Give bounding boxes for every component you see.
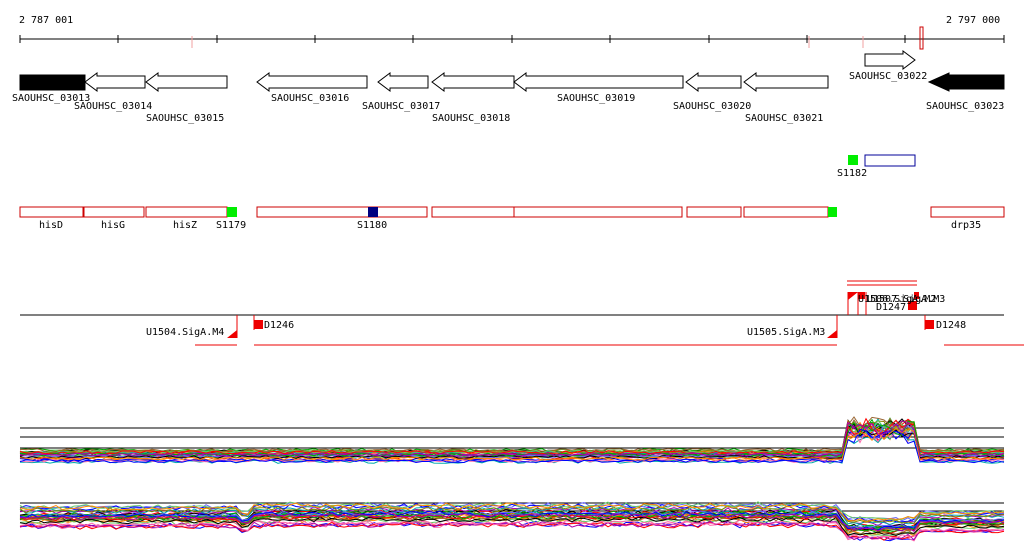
tss-label-u1505: U1505.SigA.M3 bbox=[747, 327, 825, 338]
gene-saouhsc-03021[interactable]: SAOUHSC_03021 bbox=[743, 72, 829, 124]
s1180-marker[interactable] bbox=[368, 207, 378, 217]
operon-box-hisg[interactable] bbox=[83, 206, 145, 218]
expression-trace bbox=[19, 502, 1005, 522]
gene-saouhsc-03015[interactable]: SAOUHSC_03015 bbox=[145, 72, 228, 124]
expression-lines-2 bbox=[19, 501, 1005, 542]
gene-label: SAOUHSC_03022 bbox=[849, 71, 927, 82]
gene-label: SAOUHSC_03016 bbox=[271, 93, 349, 104]
expression-trace bbox=[19, 428, 1005, 464]
gene-saouhsc-03018[interactable]: SAOUHSC_03018 bbox=[431, 72, 515, 124]
tss-arrow-u1506[interactable] bbox=[848, 292, 858, 300]
d1248-marker[interactable] bbox=[925, 320, 934, 329]
gene-label: SAOUHSC_03014 bbox=[74, 101, 152, 112]
tss-track: U1504.SigA.M4 D1246 U1505.SigA.M3 D1247 … bbox=[20, 280, 1024, 346]
tss-label-d1246: D1246 bbox=[264, 320, 294, 331]
ruler-end-label: 2 797 000 bbox=[946, 15, 1000, 26]
operon-label-drp35: drp35 bbox=[951, 220, 981, 231]
expression-trace bbox=[19, 520, 1005, 541]
operon-label-hisz: hisZ bbox=[173, 220, 197, 231]
upper-feature-track: S1182 bbox=[837, 154, 916, 179]
expression-trace bbox=[19, 417, 1005, 455]
d1246-marker[interactable] bbox=[254, 320, 263, 329]
gene-saouhsc-03016[interactable]: SAOUHSC_03016 bbox=[256, 72, 368, 104]
s1182-marker[interactable] bbox=[848, 155, 858, 165]
ruler-ticks bbox=[19, 35, 1005, 43]
tss-marker-small-2[interactable] bbox=[914, 292, 919, 299]
ruler-highlight bbox=[919, 26, 924, 50]
operon-box-drp35[interactable] bbox=[930, 206, 1005, 218]
tss-label-d1247: D1247 bbox=[876, 302, 906, 313]
expression-track-2 bbox=[19, 501, 1005, 542]
gene-track: SAOUHSC_03013 SAOUHSC_03014 SAOUHSC_0301… bbox=[12, 50, 1005, 124]
operon-box-4[interactable] bbox=[431, 206, 515, 218]
expression-trace bbox=[19, 428, 1005, 461]
d1247-marker[interactable] bbox=[908, 301, 917, 310]
expression-trace bbox=[19, 510, 1005, 531]
operon-box-7[interactable] bbox=[743, 206, 829, 218]
s1182-label: S1182 bbox=[837, 168, 867, 179]
coordinate-ruler: 2 787 001 2 797 000 bbox=[19, 15, 1005, 50]
s1179-marker[interactable] bbox=[227, 207, 237, 217]
tss-marker-small-1[interactable] bbox=[858, 292, 865, 299]
gene-label: SAOUHSC_03020 bbox=[673, 101, 751, 112]
operon-track: hisD hisG hisZ S1179 S1180 drp35 bbox=[19, 206, 1005, 231]
gene-saouhsc-03019[interactable]: SAOUHSC_03019 bbox=[513, 72, 684, 104]
gene-saouhsc-03017[interactable]: SAOUHSC_03017 bbox=[362, 72, 440, 112]
gene-label: SAOUHSC_03019 bbox=[557, 93, 635, 104]
tss-arrow-u1505[interactable] bbox=[827, 330, 837, 338]
operon-box-hisd[interactable] bbox=[19, 206, 84, 218]
tss-label-u1506: U1506.SigA.M2 bbox=[858, 294, 936, 305]
gene-label: SAOUHSC_03021 bbox=[745, 113, 823, 124]
gene-saouhsc-03014[interactable]: SAOUHSC_03014 bbox=[74, 72, 152, 112]
green-marker-2[interactable] bbox=[828, 207, 837, 217]
expression-lines-1 bbox=[19, 416, 1005, 464]
gene-saouhsc-03020[interactable]: SAOUHSC_03020 bbox=[673, 72, 751, 112]
expression-track-1 bbox=[19, 416, 1005, 464]
gene-label: SAOUHSC_03013 bbox=[12, 93, 90, 104]
gene-label: SAOUHSC_03017 bbox=[362, 101, 440, 112]
ruler-start-label: 2 787 001 bbox=[19, 15, 73, 26]
gene-saouhsc-03013[interactable]: SAOUHSC_03013 bbox=[12, 74, 90, 104]
expression-trace bbox=[19, 509, 1004, 530]
gene-saouhsc-03022[interactable]: SAOUHSC_03022 bbox=[849, 50, 927, 82]
expression-trace bbox=[19, 516, 1005, 537]
operon-label-s1180: S1180 bbox=[357, 220, 387, 231]
tss-label-d1248: D1248 bbox=[936, 320, 966, 331]
operon-box-hisz[interactable] bbox=[145, 206, 228, 218]
expression-trace bbox=[19, 419, 1005, 454]
tss-label-u1504: U1504.SigA.M4 bbox=[146, 327, 224, 338]
operon-label-hisd: hisD bbox=[39, 220, 63, 231]
operon-label-hisg: hisG bbox=[101, 220, 125, 231]
tss-arrow-u1504[interactable] bbox=[227, 330, 237, 338]
gene-label: SAOUHSC_03023 bbox=[926, 101, 1004, 112]
ruler-marks bbox=[191, 36, 864, 48]
operon-box-6[interactable] bbox=[686, 206, 742, 218]
s1182-region-box[interactable] bbox=[864, 154, 916, 167]
operon-box-s1180[interactable] bbox=[256, 206, 428, 218]
gene-label: SAOUHSC_03018 bbox=[432, 113, 510, 124]
expression-trace bbox=[19, 519, 1005, 539]
gene-label: SAOUHSC_03015 bbox=[146, 113, 224, 124]
expression-trace bbox=[19, 511, 1005, 532]
gene-saouhsc-03023[interactable]: SAOUHSC_03023 bbox=[926, 72, 1005, 112]
tss-label-u1507: U1507.SigA.M3 bbox=[867, 294, 945, 305]
operon-box-5[interactable] bbox=[513, 206, 683, 218]
operon-label-s1179: S1179 bbox=[216, 220, 246, 231]
expression-trace bbox=[19, 421, 1005, 457]
